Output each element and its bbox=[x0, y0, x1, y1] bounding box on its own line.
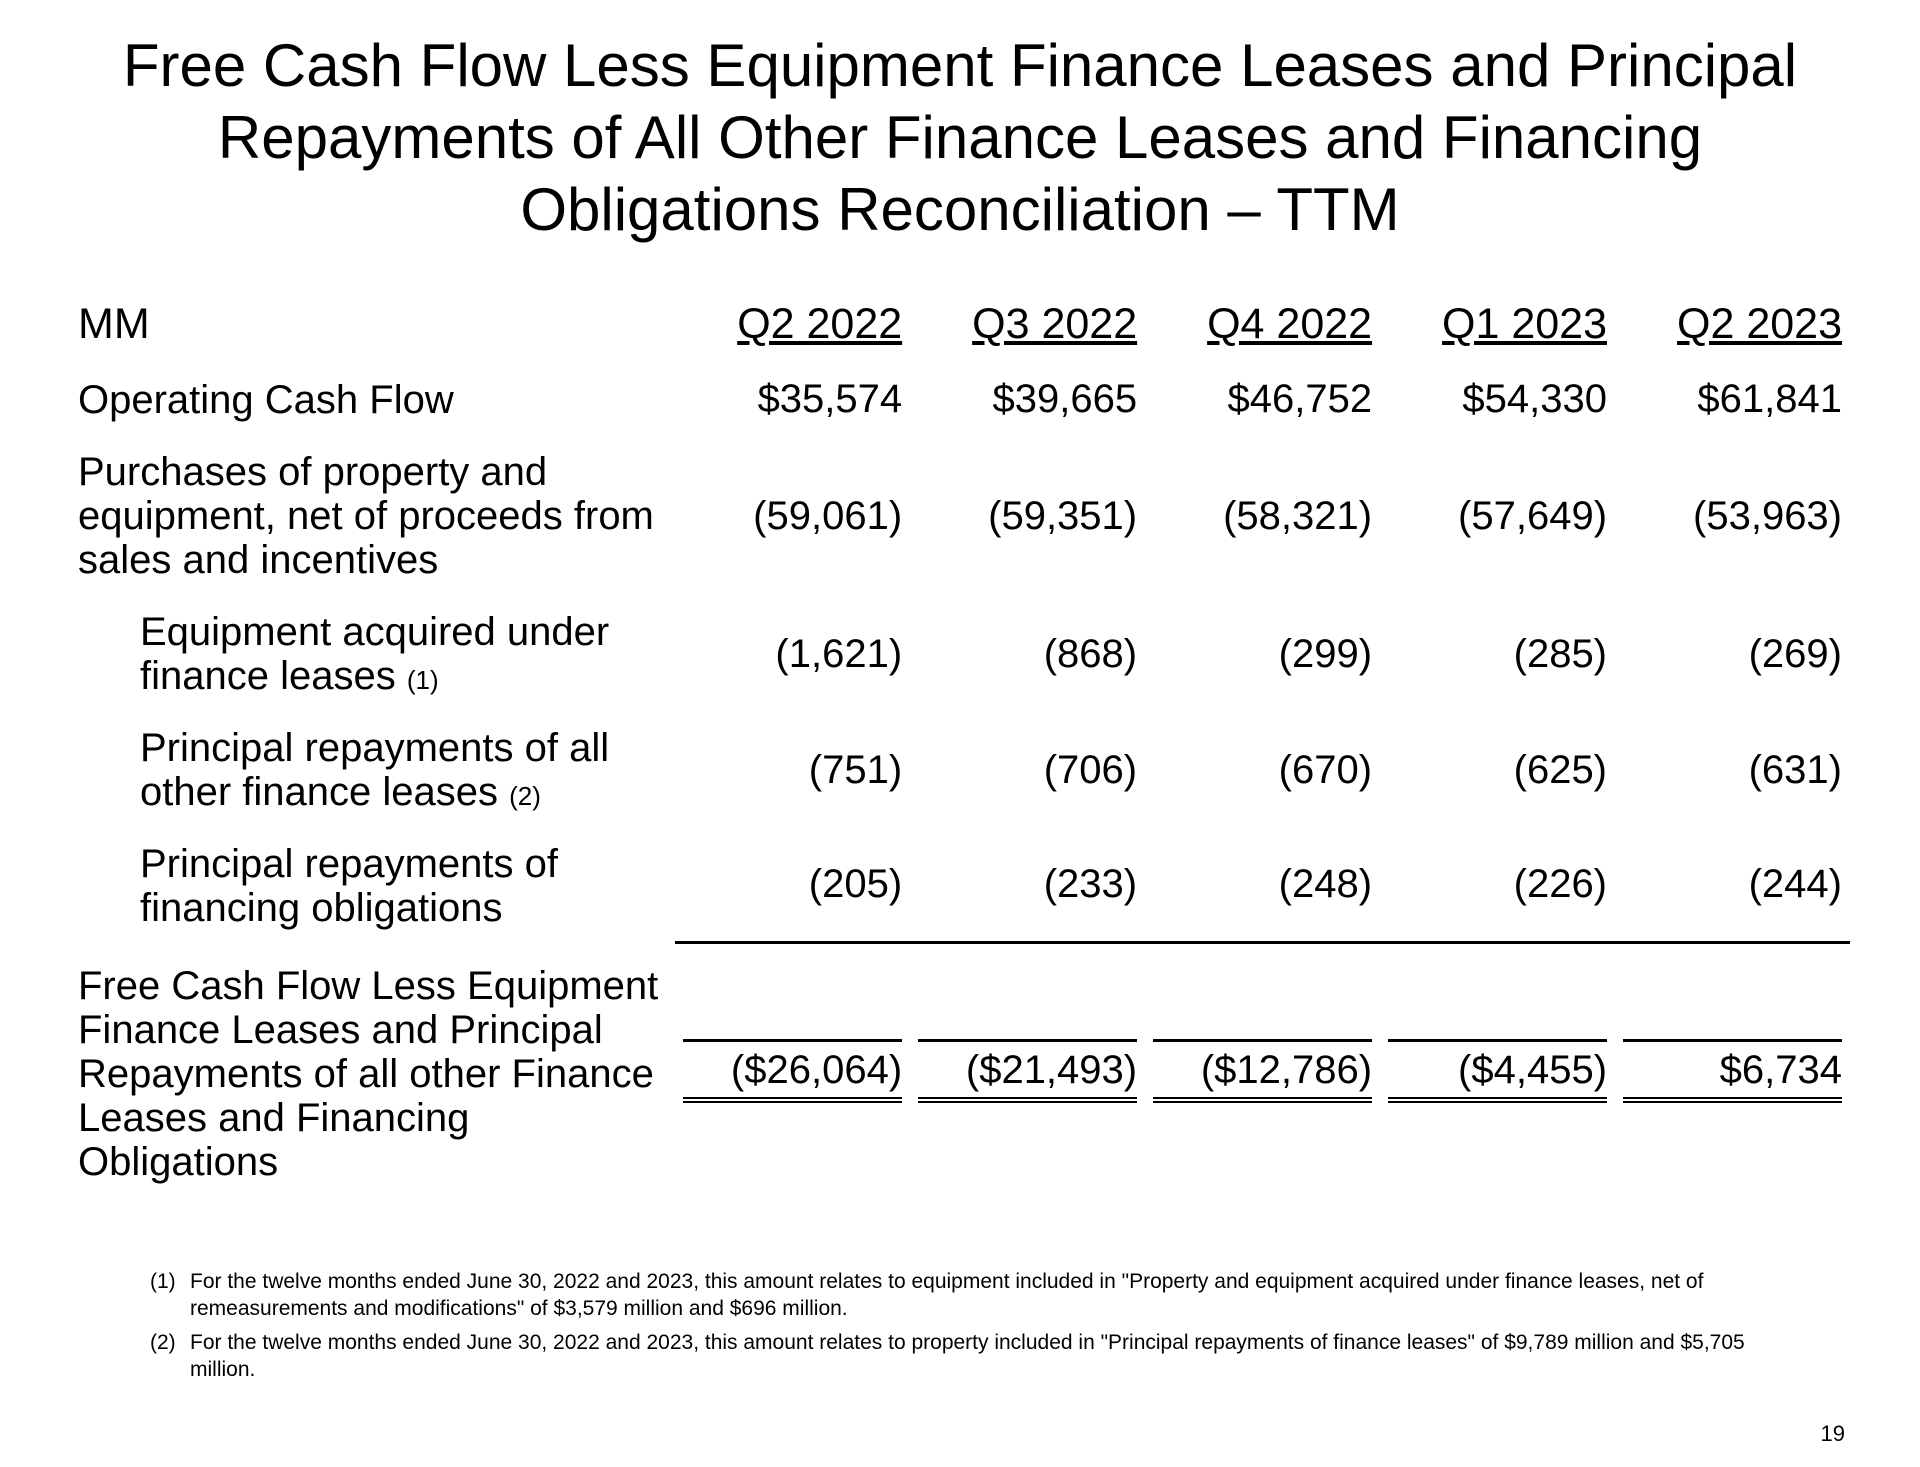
footnotes: (1) For the twelve months ended June 30,… bbox=[70, 1268, 1850, 1383]
col-header: Q1 2023 bbox=[1380, 286, 1615, 363]
table-row: Principal repayments of all other financ… bbox=[70, 712, 1850, 828]
row-label: Principal repayments of all other financ… bbox=[70, 712, 675, 828]
cell: (285) bbox=[1380, 596, 1615, 712]
cell: (244) bbox=[1615, 828, 1850, 944]
cell: ($21,493) bbox=[910, 944, 1145, 1198]
unit-label: MM bbox=[70, 286, 675, 363]
reconciliation-table: MM Q2 2022 Q3 2022 Q4 2022 Q1 2023 Q2 20… bbox=[70, 286, 1850, 1198]
footnote-text: For the twelve months ended June 30, 202… bbox=[190, 1329, 1790, 1384]
row-label: Equipment acquired under finance leases … bbox=[70, 596, 675, 712]
col-header: Q2 2022 bbox=[675, 286, 910, 363]
table-row: Equipment acquired under finance leases … bbox=[70, 596, 1850, 712]
cell: ($12,786) bbox=[1145, 944, 1380, 1198]
cell: (226) bbox=[1380, 828, 1615, 944]
cell: (58,321) bbox=[1145, 436, 1380, 596]
col-header: Q4 2022 bbox=[1145, 286, 1380, 363]
cell: (751) bbox=[675, 712, 910, 828]
footnote-number: (1) bbox=[150, 1268, 190, 1323]
col-header: Q3 2022 bbox=[910, 286, 1145, 363]
cell: (59,351) bbox=[910, 436, 1145, 596]
cell: (205) bbox=[675, 828, 910, 944]
footnote-ref: (1) bbox=[407, 665, 439, 695]
cell: (706) bbox=[910, 712, 1145, 828]
footnote-ref: (2) bbox=[509, 781, 541, 811]
cell: (269) bbox=[1615, 596, 1850, 712]
table-row: Operating Cash Flow $35,574 $39,665 $46,… bbox=[70, 363, 1850, 436]
cell: (625) bbox=[1380, 712, 1615, 828]
cell: (299) bbox=[1145, 596, 1380, 712]
col-header: Q2 2023 bbox=[1615, 286, 1850, 363]
footnote-number: (2) bbox=[150, 1329, 190, 1384]
footnote: (2) For the twelve months ended June 30,… bbox=[150, 1329, 1790, 1384]
row-label: Principal repayments of financing obliga… bbox=[70, 828, 675, 944]
cell: ($4,455) bbox=[1380, 944, 1615, 1198]
cell: $6,734 bbox=[1615, 944, 1850, 1198]
slide-title: Free Cash Flow Less Equipment Finance Le… bbox=[70, 30, 1850, 246]
table-header-row: MM Q2 2022 Q3 2022 Q4 2022 Q1 2023 Q2 20… bbox=[70, 286, 1850, 363]
cell: $61,841 bbox=[1615, 363, 1850, 436]
cell: (670) bbox=[1145, 712, 1380, 828]
cell: (59,061) bbox=[675, 436, 910, 596]
cell: $54,330 bbox=[1380, 363, 1615, 436]
cell: (248) bbox=[1145, 828, 1380, 944]
footnote-text: For the twelve months ended June 30, 202… bbox=[190, 1268, 1790, 1323]
page-number: 19 bbox=[1821, 1421, 1845, 1447]
table-row: Purchases of property and equipment, net… bbox=[70, 436, 1850, 596]
cell: $35,574 bbox=[675, 363, 910, 436]
cell: $39,665 bbox=[910, 363, 1145, 436]
cell: (53,963) bbox=[1615, 436, 1850, 596]
row-label: Operating Cash Flow bbox=[70, 363, 675, 436]
cell: (631) bbox=[1615, 712, 1850, 828]
cell: ($26,064) bbox=[675, 944, 910, 1198]
cell: (57,649) bbox=[1380, 436, 1615, 596]
footnote: (1) For the twelve months ended June 30,… bbox=[150, 1268, 1790, 1323]
cell: (868) bbox=[910, 596, 1145, 712]
row-label: Free Cash Flow Less Equipment Finance Le… bbox=[70, 944, 675, 1198]
cell: (1,621) bbox=[675, 596, 910, 712]
cell: $46,752 bbox=[1145, 363, 1380, 436]
row-label: Purchases of property and equipment, net… bbox=[70, 436, 675, 596]
table-row: Principal repayments of financing obliga… bbox=[70, 828, 1850, 944]
cell: (233) bbox=[910, 828, 1145, 944]
table-total-row: Free Cash Flow Less Equipment Finance Le… bbox=[70, 944, 1850, 1198]
